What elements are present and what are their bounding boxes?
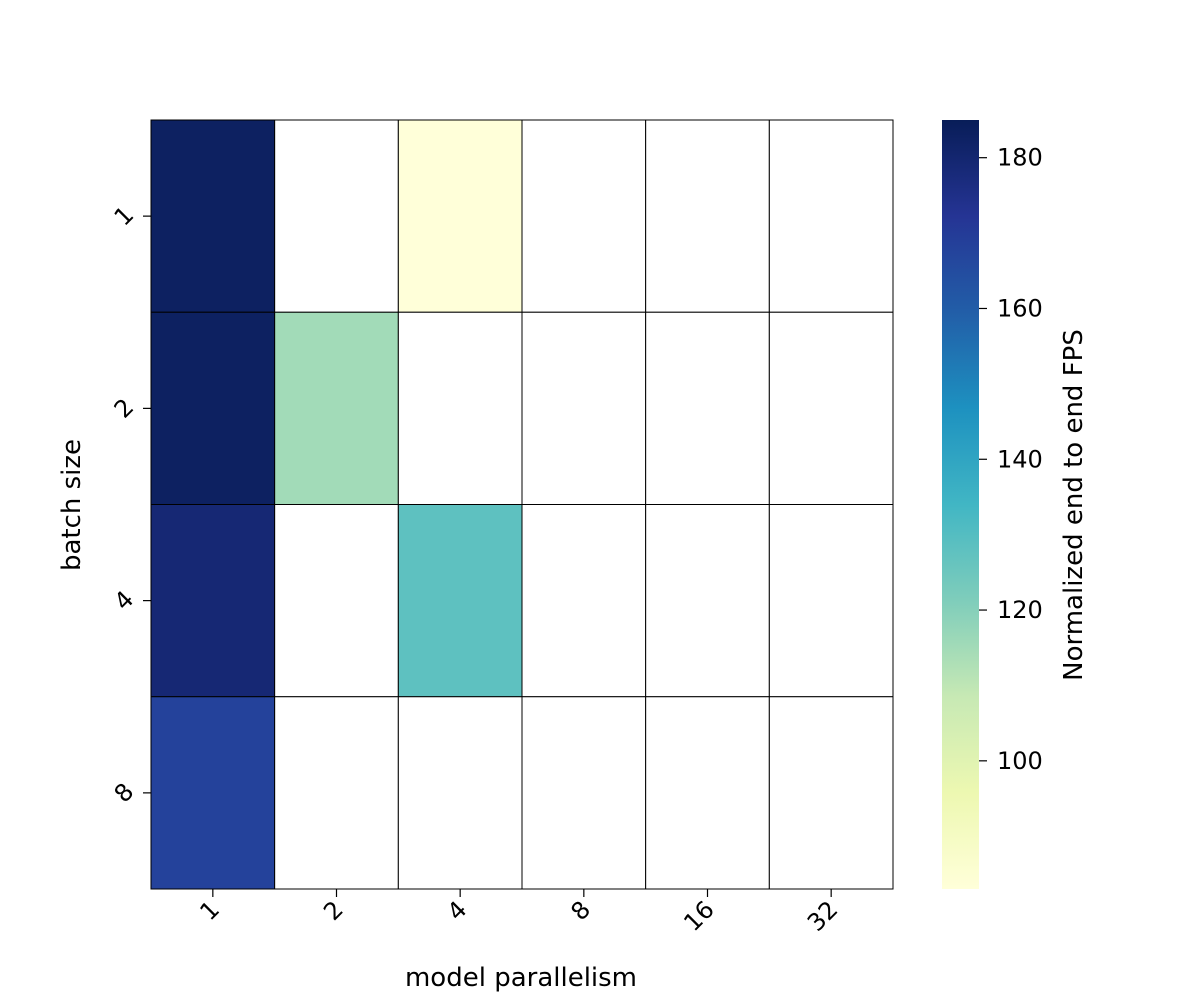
x-tick-label: 8 <box>565 895 596 926</box>
heatmap-cell <box>768 696 894 890</box>
y-tick-label: 4 <box>109 585 140 616</box>
heatmap-cell <box>397 311 523 505</box>
heatmap-cell <box>521 119 647 313</box>
heatmap-cell <box>274 311 399 505</box>
colorbar-tick-label: 120 <box>997 596 1043 624</box>
heatmap-cell <box>645 696 770 890</box>
x-axis-ticks: 1 2 4 8 16 32 <box>194 889 843 937</box>
heatmap-cell <box>150 696 276 890</box>
x-axis-label: model parallelism <box>405 963 637 993</box>
heatmap-cell <box>274 119 399 313</box>
x-tick-label: 16 <box>678 895 719 936</box>
heatmap-cell <box>768 311 894 505</box>
heatmap-cell <box>150 504 276 698</box>
colorbar-tick-label: 180 <box>997 144 1043 172</box>
colorbar <box>942 120 979 889</box>
heatmap-cell <box>150 311 276 505</box>
y-tick-label: 2 <box>109 393 140 424</box>
colorbar-tick-label: 100 <box>997 747 1043 775</box>
heatmap-cells <box>150 119 894 890</box>
heatmap-cell <box>274 696 399 890</box>
y-axis-label: batch size <box>57 439 87 571</box>
colorbar-tick-label: 160 <box>997 294 1043 322</box>
heatmap-cell <box>274 504 399 698</box>
x-tick-label: 32 <box>802 895 843 936</box>
heatmap-cell <box>645 119 770 313</box>
heatmap-cell <box>397 696 523 890</box>
y-tick-label: 8 <box>109 778 140 809</box>
heatmap-cell <box>521 504 647 698</box>
x-tick-label: 2 <box>318 895 349 926</box>
x-tick-label: 1 <box>194 895 225 926</box>
heatmap-cell <box>768 119 894 313</box>
colorbar-label: Normalized end to end FPS <box>1059 329 1089 681</box>
heatmap-cell <box>521 311 647 505</box>
x-tick-label: 4 <box>442 895 473 926</box>
colorbar-ticks: 100 120 140 160 180 <box>979 144 1043 775</box>
heatmap-cell <box>521 696 647 890</box>
heatmap-cell <box>645 311 770 505</box>
heatmap-cell <box>768 504 894 698</box>
heatmap-cell <box>645 504 770 698</box>
heatmap-cell <box>397 504 523 698</box>
heatmap-cell <box>397 119 523 313</box>
colorbar-tick-label: 140 <box>997 445 1043 473</box>
heatmap-cell <box>150 119 276 313</box>
y-axis-ticks: 1 2 4 8 <box>109 201 151 808</box>
y-tick-label: 1 <box>109 201 140 232</box>
